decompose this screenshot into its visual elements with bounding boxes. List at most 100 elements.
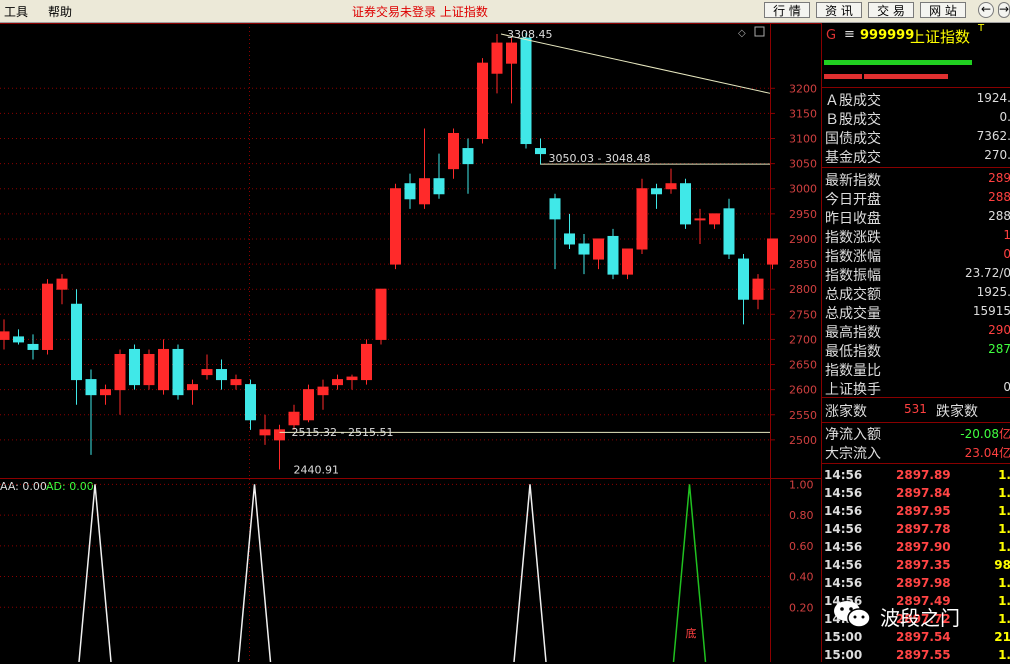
tick-row[interactable]: 14:56 2897.95 1. bbox=[822, 502, 1010, 520]
quote-row-label: 今日开盘 bbox=[825, 192, 881, 208]
quote-row-label: 最高指数 bbox=[825, 325, 881, 341]
quote-row-label: 指数涨幅 bbox=[825, 249, 881, 265]
tick-row[interactable]: 14:56 2897.49 1. bbox=[822, 592, 1010, 610]
candle-body bbox=[636, 188, 648, 250]
quote-row-value: 23.72/0 bbox=[964, 266, 1010, 280]
candle-body bbox=[201, 369, 213, 376]
quote-row: 指数涨幅 0 bbox=[822, 246, 1010, 265]
indicator-peak bbox=[237, 484, 272, 662]
tick-row[interactable]: 15:00 2897.55 1. bbox=[822, 646, 1010, 664]
quote-row-value: 288 bbox=[988, 209, 1010, 223]
quote-button[interactable]: 行 情 bbox=[764, 2, 810, 18]
candle-body bbox=[303, 389, 314, 421]
tick-row[interactable]: 14:56 2897.35 98 bbox=[822, 556, 1010, 574]
indicator-peak bbox=[513, 484, 547, 662]
price-tick-label: 2850 bbox=[789, 258, 817, 271]
price-tick-label: 2600 bbox=[789, 384, 817, 397]
tick-volume: 1. bbox=[998, 648, 1010, 662]
tick-time: 14:56 bbox=[824, 540, 863, 554]
candle-body bbox=[85, 379, 97, 396]
candle-body bbox=[462, 148, 474, 165]
quote-row: 指数量比 bbox=[822, 360, 1010, 379]
watermark-text: 波段之门 bbox=[880, 606, 960, 630]
net-inflow-row: 净流入额 -20.08亿 bbox=[822, 424, 1010, 443]
candle-body bbox=[187, 384, 198, 391]
quote-row-value: 0 bbox=[1003, 380, 1010, 394]
tick-price: 2897.95 bbox=[896, 504, 951, 518]
candle-body bbox=[520, 37, 532, 145]
candle-body bbox=[129, 348, 140, 386]
indicator-peak bbox=[78, 484, 112, 662]
indicator-peak bbox=[672, 484, 707, 662]
tick-row[interactable]: 14:56 2897.78 1. bbox=[822, 520, 1010, 538]
high-annotation: 3308.45 bbox=[507, 28, 553, 41]
tick-row[interactable]: 14:56 2897.98 1. bbox=[822, 574, 1010, 592]
quote-row-label: 指数量比 bbox=[825, 363, 881, 379]
candle-body bbox=[216, 369, 227, 381]
candle-body bbox=[56, 278, 68, 290]
quote-row-value: 0 bbox=[1003, 247, 1010, 261]
candle-body bbox=[42, 283, 53, 350]
tick-volume: 21 bbox=[994, 630, 1010, 644]
quote-row-value: 7362. bbox=[976, 129, 1010, 143]
kline-chart[interactable]: ◇ 3200 3150 3100 3050 3000 2950 2900 2850 2800 275… bbox=[0, 23, 821, 662]
up-count-value: 531 bbox=[904, 402, 927, 416]
mid-annotation: 3050.03 - 3048.48 bbox=[549, 152, 651, 165]
quote-row-label: Ａ股成交 bbox=[825, 93, 881, 109]
t-marker: T bbox=[978, 23, 985, 34]
web-button[interactable]: 网 站 bbox=[920, 2, 966, 18]
quote-row: 基金成交 270. bbox=[822, 147, 1010, 166]
tick-row[interactable]: 14:56 2897.84 1. bbox=[822, 484, 1010, 502]
menu-help[interactable]: 帮助 bbox=[48, 5, 73, 19]
price-tick-label: 2650 bbox=[789, 359, 817, 372]
candle-body bbox=[506, 42, 517, 64]
price-tick-label: 2500 bbox=[789, 434, 817, 447]
wechat-icon bbox=[834, 601, 871, 628]
candle-body bbox=[404, 183, 416, 200]
block-inflow-value: 23.04亿 bbox=[964, 446, 1010, 460]
bottom-signal-label: 底 bbox=[686, 626, 697, 640]
candle-body bbox=[27, 343, 39, 350]
candle-body bbox=[288, 411, 300, 426]
forward-arrow-icon[interactable]: → bbox=[998, 2, 1010, 18]
tick-row[interactable]: 14:56 2897.90 1. bbox=[822, 538, 1010, 556]
low-annotation: 2440.91 bbox=[294, 463, 340, 476]
tick-row[interactable]: 15:00 2897.54 21 bbox=[822, 628, 1010, 646]
price-tick-label: 2700 bbox=[789, 333, 817, 346]
volume-bar-green bbox=[824, 60, 972, 65]
trade-button[interactable]: 交 易 bbox=[868, 2, 914, 18]
candle-body bbox=[549, 198, 561, 220]
back-arrow-icon[interactable]: ← bbox=[978, 2, 994, 18]
tick-row[interactable]: 14:56 2897.89 1. bbox=[822, 466, 1010, 484]
menu-lines-icon[interactable]: ≡ bbox=[844, 27, 855, 42]
menu-tools[interactable]: 工具 bbox=[4, 5, 29, 19]
tick-price: 2897.72 bbox=[896, 612, 951, 626]
tick-time: 14:56 bbox=[824, 486, 863, 500]
candle-body bbox=[665, 183, 677, 190]
candle-body bbox=[709, 213, 720, 225]
candle-body bbox=[578, 243, 590, 255]
quote-row: Ａ股成交 1924. bbox=[822, 90, 1010, 109]
candle-body bbox=[346, 376, 358, 381]
quote-row: 总成交额 1925. bbox=[822, 284, 1010, 303]
tick-price: 2897.78 bbox=[896, 522, 951, 536]
quote-row-value: 270. bbox=[984, 148, 1010, 162]
quote-row-label: 上证换手 bbox=[825, 382, 881, 398]
tick-time: 14:56 bbox=[824, 522, 863, 536]
price-tick-label: 3000 bbox=[789, 183, 817, 196]
tick-volume: 1. bbox=[998, 486, 1010, 500]
candle-body bbox=[100, 389, 111, 396]
candle-body bbox=[332, 379, 343, 386]
candle-body bbox=[0, 331, 10, 340]
info-button[interactable]: 资 讯 bbox=[816, 2, 862, 18]
net-inflow-value: -20.08亿 bbox=[960, 427, 1010, 441]
quote-row: 最低指数 287 bbox=[822, 341, 1010, 360]
quote-row: 最新指数 289 bbox=[822, 170, 1010, 189]
tick-price: 2897.55 bbox=[896, 648, 951, 662]
quote-row: 上证换手 0 bbox=[822, 379, 1010, 398]
divider bbox=[822, 422, 1010, 423]
candle-body bbox=[13, 336, 24, 343]
indicator-ad-legend: AD: 0.00 bbox=[46, 480, 94, 493]
candle-body bbox=[752, 278, 764, 300]
chart-diamond-icon: ◇ bbox=[738, 28, 746, 39]
